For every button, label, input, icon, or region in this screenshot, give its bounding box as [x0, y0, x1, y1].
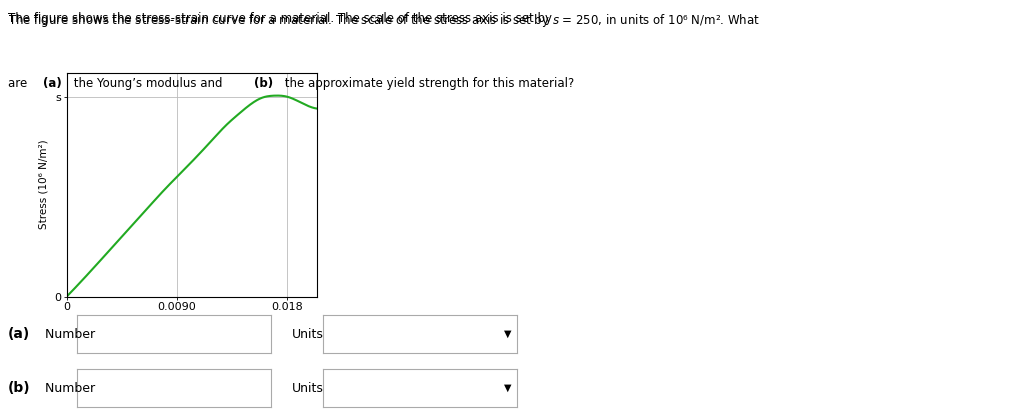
- Text: Number: Number: [41, 381, 95, 395]
- Text: The figure shows the stress-strain curve for a material. The scale of the stress: The figure shows the stress-strain curve…: [8, 12, 556, 25]
- Text: are: are: [8, 77, 31, 90]
- Text: (b): (b): [8, 381, 31, 395]
- Text: (b): (b): [254, 77, 273, 90]
- Text: Units: Units: [292, 381, 324, 395]
- Text: the approximate yield strength for this material?: the approximate yield strength for this …: [281, 77, 573, 90]
- Text: the Young’s modulus and: the Young’s modulus and: [70, 77, 226, 90]
- X-axis label: Strain: Strain: [171, 318, 213, 331]
- Text: ▼: ▼: [504, 329, 511, 339]
- Text: Number: Number: [41, 327, 95, 341]
- Text: Units: Units: [292, 327, 324, 341]
- Text: (a): (a): [8, 327, 31, 341]
- Text: ▼: ▼: [504, 383, 511, 393]
- Text: (a): (a): [43, 77, 61, 90]
- Text: The figure shows the stress-strain curve for a material. The scale of the stress: The figure shows the stress-strain curve…: [8, 12, 760, 29]
- Y-axis label: Stress (10⁶ N/m²): Stress (10⁶ N/m²): [39, 140, 48, 229]
